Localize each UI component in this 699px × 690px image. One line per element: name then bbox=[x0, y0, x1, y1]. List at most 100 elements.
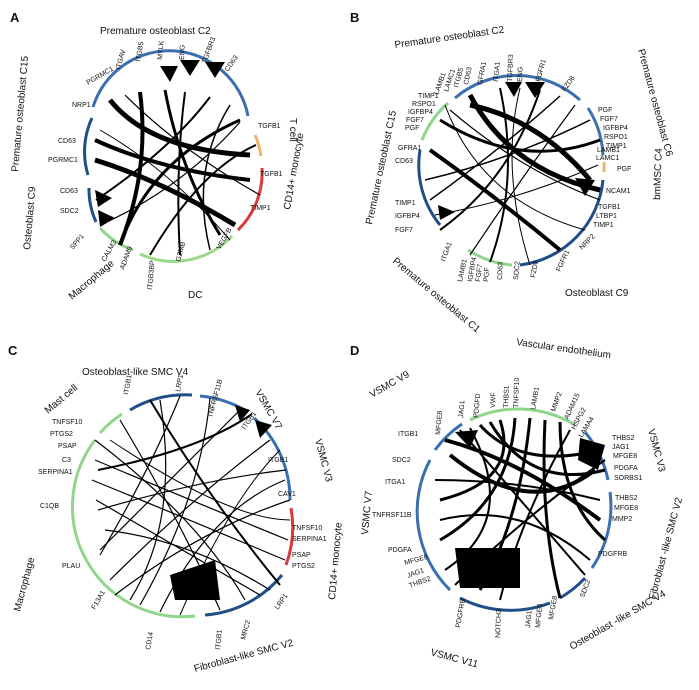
gene-label: PDGFRB bbox=[455, 598, 467, 628]
gene-label: VWF bbox=[490, 392, 498, 408]
gene-label: IGFBP4 bbox=[467, 257, 478, 283]
gene-label: NRP1 bbox=[72, 102, 91, 109]
panel-a: A bbox=[10, 10, 306, 302]
gene-label: CD63 bbox=[224, 54, 240, 73]
gene-label: CD63 bbox=[58, 138, 76, 145]
gene-label: CD63 bbox=[463, 66, 474, 85]
gene-label: FZD8 bbox=[530, 260, 540, 279]
cell-label: VSMC V11 bbox=[429, 647, 479, 670]
gene-label: TIMP1 bbox=[395, 200, 416, 207]
gene-label: C3 bbox=[62, 457, 71, 464]
gene-label: SDC2 bbox=[513, 261, 522, 280]
gene-label: ITGB3BP bbox=[147, 260, 157, 290]
gene-label: TNFSF10 bbox=[513, 377, 521, 408]
gene-label: ITGA1 bbox=[493, 61, 502, 82]
gene-label: PDGFRB bbox=[598, 551, 628, 558]
panel-d: D bbox=[350, 337, 685, 671]
cell-label: CD14+ monocyte bbox=[282, 132, 306, 211]
gene-label: PDGFA bbox=[614, 465, 638, 472]
gene-label: ITGB1 bbox=[215, 629, 224, 650]
cell-label: Vascular endothelium bbox=[516, 337, 612, 361]
gene-label: TGFB1 bbox=[598, 204, 621, 211]
panel-b-label: B bbox=[350, 10, 359, 25]
gene-label: ITGB1 bbox=[268, 457, 288, 464]
gene-label: MFGE8 bbox=[548, 595, 559, 620]
gene-label: PSAP bbox=[58, 443, 77, 450]
gene-label: PGF bbox=[617, 166, 631, 173]
gene-label: SORBS1 bbox=[614, 475, 643, 482]
gene-label: PGRMC1 bbox=[48, 157, 78, 164]
gene-label: ADAM9 bbox=[119, 246, 134, 271]
gene-label: FGF7 bbox=[406, 117, 424, 124]
gene-label: THBS2 bbox=[612, 435, 635, 442]
gene-label: IGFBP4 bbox=[395, 213, 420, 220]
gene-label: TIMP1 bbox=[418, 93, 439, 100]
gene-label: PTGS2 bbox=[50, 431, 73, 438]
gene-label: NRP2 bbox=[578, 233, 596, 251]
gene-label: FGF7 bbox=[475, 264, 484, 283]
gene-label: TIMP1 bbox=[250, 205, 271, 212]
cell-label: VSMC V3 bbox=[645, 428, 667, 474]
cell-label: VSMC V9 bbox=[368, 369, 412, 401]
gene-label: SERPINA1 bbox=[38, 469, 73, 476]
panel-d-gene-labels: MFGE8 JAG1 PDGFD VWF THBS1 TNFSF10 LAMB1… bbox=[372, 377, 643, 638]
cell-label: Premature osteoblast C15 bbox=[10, 55, 31, 172]
cell-label: Fibroblast -like SMC V2 bbox=[647, 496, 685, 601]
gene-label: FGF7 bbox=[600, 116, 618, 123]
cell-label: VSMC V3 bbox=[312, 438, 334, 484]
cell-label: Osteoblast-like SMC V4 bbox=[82, 367, 189, 378]
gene-label: NCAM1 bbox=[606, 188, 631, 195]
panel-d-label: D bbox=[350, 343, 359, 358]
gene-label: TNFRSF11B bbox=[372, 512, 412, 519]
cell-label: Premature osteoblast C2 bbox=[100, 26, 211, 37]
panel-d-chords bbox=[434, 417, 606, 601]
gene-label: MYLK bbox=[157, 40, 166, 60]
gene-label: MFGE8 bbox=[613, 453, 637, 460]
gene-label: LAMC1 bbox=[596, 155, 619, 162]
gene-label: JAG1 bbox=[525, 610, 534, 628]
gene-label: TGFB1 bbox=[258, 123, 281, 130]
gene-label: IGFBP4 bbox=[408, 109, 433, 116]
panel-c-label: C bbox=[8, 343, 18, 358]
cell-label: Mast cell bbox=[43, 383, 80, 417]
gene-label: LRP1 bbox=[175, 374, 185, 393]
gene-label: TGFB1 bbox=[260, 171, 283, 178]
cell-label: Premature osteoblast C1 bbox=[390, 256, 482, 336]
gene-label: ITGB1 bbox=[398, 431, 418, 438]
gene-label: ENG bbox=[179, 45, 187, 60]
gene-label: ITGA1 bbox=[385, 479, 405, 486]
gene-label: SERPINA1 bbox=[292, 536, 327, 543]
gene-label: CD14 bbox=[145, 631, 155, 650]
gene-label: ITGB1 bbox=[123, 374, 133, 395]
panel-c: C bbox=[8, 343, 345, 675]
gene-label: SDC2 bbox=[392, 457, 411, 464]
panel-a-chords bbox=[94, 60, 261, 256]
cell-label: Macrophage bbox=[12, 556, 37, 613]
gene-label: PGF bbox=[598, 107, 612, 114]
cell-label: Premature osteoblast C15 bbox=[364, 109, 399, 225]
gene-label: RSPO1 bbox=[604, 134, 628, 141]
gene-label: LAMB1 bbox=[597, 147, 620, 154]
panel-b-gene-labels: LAMB1 LAMC1 ITGB5 CD63 GFRA1 ITGA1 TGFBR… bbox=[395, 54, 631, 282]
gene-label: PDGFD bbox=[473, 393, 482, 418]
gene-label: CD63 bbox=[395, 158, 413, 165]
gene-label: TIMP1 bbox=[593, 222, 614, 229]
gene-label: THBS1 bbox=[503, 385, 511, 408]
gene-label: PTGS2 bbox=[292, 563, 315, 570]
panel-a-arcs bbox=[83, 49, 264, 263]
gene-label: THBS2 bbox=[615, 495, 638, 502]
gene-label: ENG bbox=[517, 67, 525, 82]
cell-label: VSMC V7 bbox=[360, 490, 375, 535]
gene-label: ITGAV bbox=[115, 49, 127, 71]
panel-a-label: A bbox=[10, 10, 20, 25]
cell-label: Fibroblast-like SMC V2 bbox=[193, 638, 295, 675]
gene-label: MRC2 bbox=[240, 619, 252, 640]
gene-label: JAG1 bbox=[458, 400, 467, 418]
gene-label: CAV1 bbox=[278, 491, 296, 498]
gene-label: NOTCH3 bbox=[495, 609, 503, 638]
gene-label: PGF bbox=[483, 267, 491, 282]
cell-label: DC bbox=[188, 290, 202, 301]
panel-d-arcs bbox=[415, 407, 613, 612]
panel-b-arcs bbox=[417, 74, 606, 267]
